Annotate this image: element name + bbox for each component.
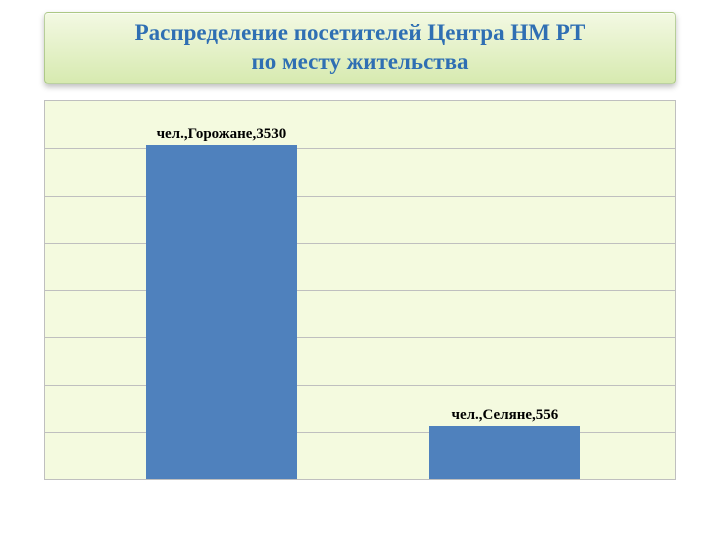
page-title: Распределение посетителей Центра НМ РТ п… — [135, 19, 586, 77]
gridline — [45, 432, 675, 433]
gridline — [45, 148, 675, 149]
bar-label-rural: чел.,Селяне,556 — [451, 407, 558, 424]
bar-label-urban: чел.,Горожане,3530 — [157, 126, 287, 143]
gridline — [45, 196, 675, 197]
gridline — [45, 243, 675, 244]
bar-rural — [429, 426, 580, 479]
gridline — [45, 385, 675, 386]
title-banner: Распределение посетителей Центра НМ РТ п… — [44, 12, 676, 84]
chart-plot: чел.,Горожане,3530 чел.,Селяне,556 — [45, 101, 675, 479]
gridline — [45, 337, 675, 338]
bar-urban — [146, 145, 297, 479]
chart-area: чел.,Горожане,3530 чел.,Селяне,556 — [44, 100, 676, 480]
gridline — [45, 290, 675, 291]
page: Распределение посетителей Центра НМ РТ п… — [0, 0, 720, 540]
